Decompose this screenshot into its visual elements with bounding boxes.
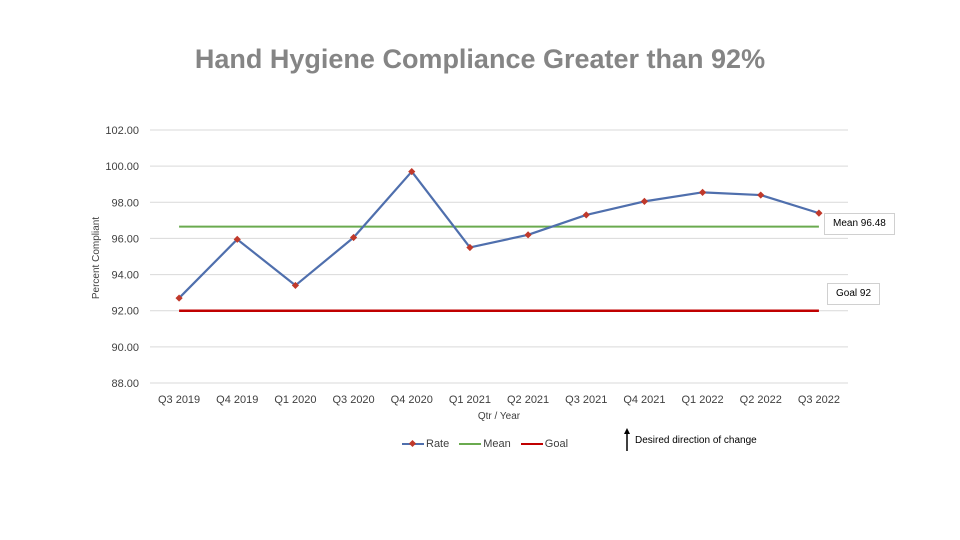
x-tick-label: Q3 2022 [798,394,840,406]
rate-point [815,209,823,217]
rate-point [524,231,532,239]
rate-point [291,281,300,290]
x-tick-label: Q1 2022 [681,394,723,406]
x-tick-label: Q3 2019 [158,394,200,406]
y-tick-label: 92.00 [111,306,139,318]
x-tick-label: Q2 2021 [507,394,549,406]
legend-swatch-mean [459,437,482,451]
y-axis-title: Percent Compliant [91,217,102,299]
rate-markers [175,167,823,302]
mean-callout: Mean 96.48 [824,213,895,235]
legend-swatch-rate [402,437,424,451]
x-tick-label: Q4 2019 [216,394,258,406]
rate-point [175,294,183,302]
up-arrow-icon [624,428,630,451]
x-tick-label: Q4 2020 [391,394,433,406]
legend-item-mean: Mean [459,437,511,451]
x-tick-label: Q1 2020 [274,394,316,406]
legend: Rate Mean Goal [402,437,578,451]
y-tick-label: 88.00 [111,378,139,390]
x-tick-labels: Q3 2019 Q4 2019 Q1 2020 Q3 2020 Q4 2020 Q1 20… [158,394,840,406]
rate-point [582,211,590,219]
rate-point [640,197,649,205]
direction-note: Desired direction of change [624,428,757,452]
legend-item-rate: Rate [402,437,449,451]
rate-point [408,167,416,176]
x-tick-label: Q1 2021 [449,394,491,406]
rate-point [698,188,707,196]
rate-point [466,243,474,252]
legend-label-mean: Mean [483,438,511,450]
x-tick-label: Q3 2021 [565,394,607,406]
goal-callout: Goal 92 [827,283,881,305]
legend-swatch-goal [520,437,543,451]
y-tick-label: 98.00 [111,197,139,209]
y-tick-label: 90.00 [111,342,139,354]
rate-point [233,235,241,243]
legend-label-rate: Rate [426,438,450,450]
y-tick-label: 94.00 [111,270,139,282]
x-axis-title: Qtr / Year [478,411,521,422]
legend-label-goal: Goal [544,438,569,450]
chart-title: Hand Hygiene Compliance Greater than 92% [194,44,766,74]
rate-point [349,233,358,242]
y-tick-label: 96.00 [111,233,139,245]
legend-item-goal: Goal [520,437,569,451]
y-tick-label: 102.00 [105,125,139,137]
x-tick-label: Q2 2022 [740,394,782,406]
y-tick-labels: 88.00 90.00 92.00 94.00 96.00 98.00 100.00 102.… [105,125,139,390]
x-tick-label: Q4 2021 [623,394,665,406]
x-tick-label: Q3 2020 [332,394,374,406]
series-lines [178,170,820,312]
rate-line [178,170,820,299]
direction-note-label: Desired direction of change [635,434,757,446]
y-tick-label: 100.00 [105,161,139,173]
rate-point [757,191,765,199]
gridlines [150,129,848,384]
